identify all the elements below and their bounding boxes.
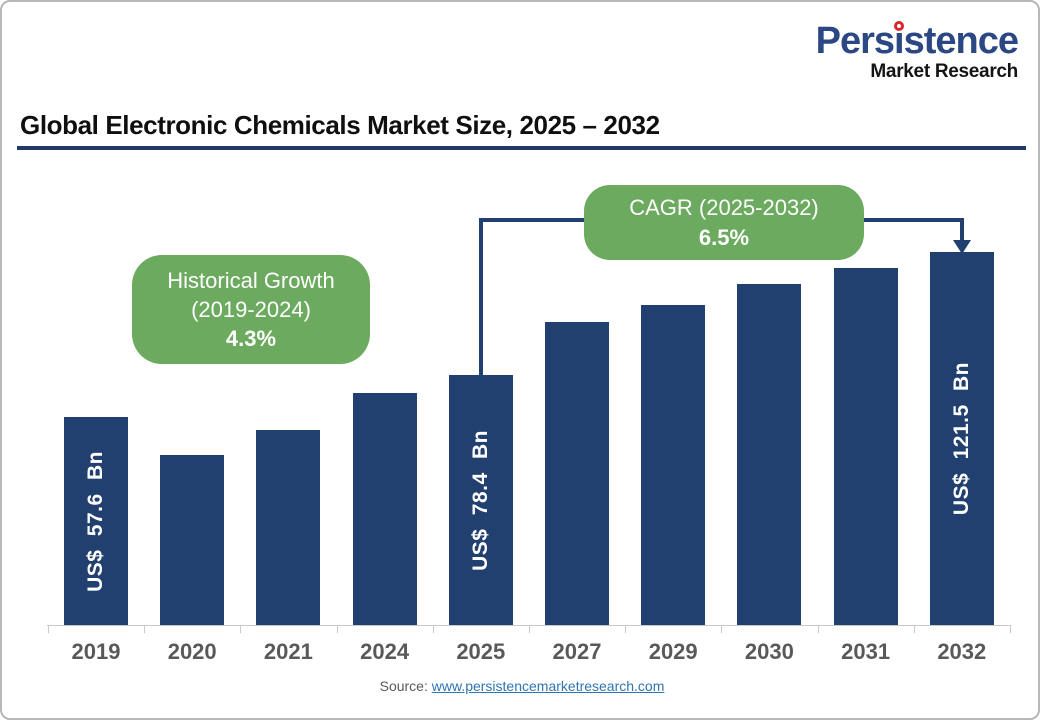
- axis-label-2019: 2019: [71, 639, 121, 664]
- arrow-down-icon: [953, 240, 971, 254]
- axis-label-2029: 2029: [648, 639, 698, 664]
- axis-tick: [240, 625, 242, 633]
- axis-tick: [336, 625, 338, 633]
- source-line: Source: www.persistencemarketresearch.co…: [2, 678, 1038, 694]
- axis-tick: [529, 625, 530, 633]
- bar-2027: [545, 322, 609, 625]
- historical-growth-line2: (2019-2024): [191, 296, 311, 322]
- axis-label-2025: 2025: [456, 639, 506, 664]
- bar-2032: US$ 121.5 Bn: [929, 252, 994, 625]
- bar-2025: US$ 78.4 Bn: [448, 375, 513, 625]
- cagr-callout: CAGR (2025-2032) 6.5%: [584, 185, 864, 260]
- logo-letter-i: ı: [893, 20, 905, 62]
- axis-label-2027: 2027: [552, 639, 602, 664]
- bar-2031: [833, 268, 898, 625]
- axis-tick: [721, 625, 723, 633]
- bar-2020: [160, 455, 225, 625]
- title-underline: [17, 146, 1026, 150]
- axis-tick: [48, 625, 49, 633]
- cagr-value: 6.5%: [698, 224, 750, 250]
- axis-tick: [625, 625, 627, 633]
- historical-growth-callout: Historical Growth (2019-2024) 4.3%: [132, 255, 370, 364]
- bar-2021: [256, 430, 321, 625]
- axis-tick: [913, 625, 915, 633]
- axis-label-2032: 2032: [937, 639, 987, 664]
- logo-text-pre: Pers: [815, 20, 895, 62]
- x-axis-line: [47, 625, 1010, 626]
- axis-label-2024: 2024: [360, 639, 410, 664]
- cagr-connector-left-vertical: [479, 218, 483, 377]
- logo-subtitle: Market Research: [870, 61, 1018, 82]
- logo-star-icon: [893, 21, 904, 31]
- page-title: Global Electronic Chemicals Market Size,…: [20, 110, 660, 140]
- historical-growth-value: 4.3%: [225, 326, 277, 352]
- axis-tick: [817, 625, 819, 633]
- bar-2019: US$ 57.6 Bn: [64, 417, 128, 625]
- brand-logo: Persı stence Market Research: [815, 20, 1019, 82]
- axis-label-2031: 2031: [841, 639, 891, 664]
- axis-tick: [1010, 625, 1011, 633]
- logo-text-post: stence: [903, 20, 1019, 62]
- cagr-connector-right-horizontal: [860, 218, 964, 222]
- axis-label-2021: 2021: [263, 639, 313, 664]
- logo-wordmark: Persı stence: [815, 20, 1019, 62]
- bar-2029: [641, 305, 706, 625]
- source-prefix: Source:: [379, 678, 428, 694]
- cagr-connector-right-vertical: [960, 218, 964, 242]
- axis-tick: [144, 625, 146, 633]
- source-link[interactable]: www.persistencemarketresearch.com: [431, 678, 665, 694]
- cagr-line1: CAGR (2025-2032): [629, 195, 819, 221]
- bar-2024: [352, 393, 417, 625]
- bar-value-label-2032: US$ 121.5 Bn: [949, 361, 973, 516]
- axis-label-2020: 2020: [167, 639, 217, 664]
- bar-value-label-2019: US$ 57.6 Bn: [84, 450, 107, 592]
- historical-growth-line1: Historical Growth: [167, 267, 335, 293]
- axis-label-2030: 2030: [744, 639, 794, 664]
- bar-value-label-2025: US$ 78.4 Bn: [468, 429, 492, 571]
- axis-tick: [432, 625, 434, 633]
- cagr-connector-left-horizontal: [479, 218, 586, 222]
- bar-2030: [737, 284, 802, 625]
